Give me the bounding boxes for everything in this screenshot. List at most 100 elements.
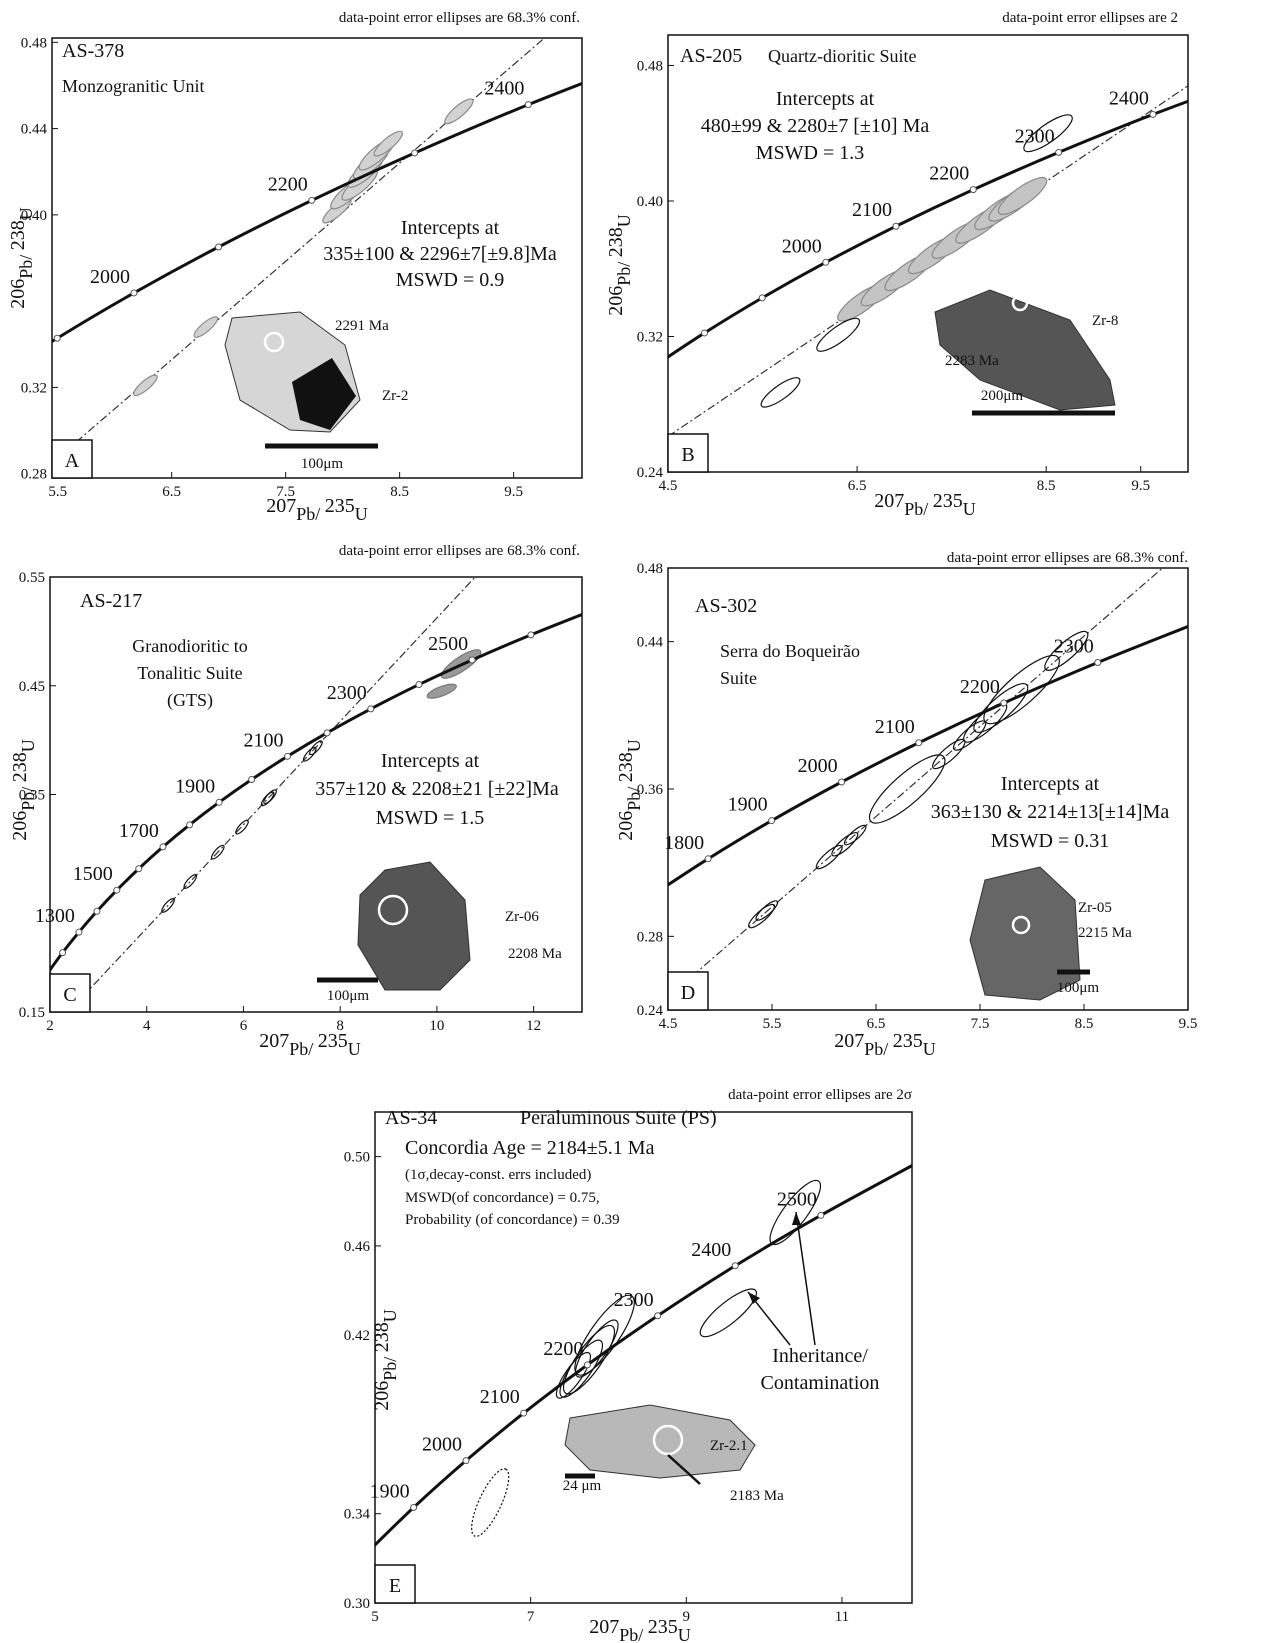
axis-label-part: 238 (7, 220, 29, 250)
age-marker (705, 856, 711, 862)
age-marker (759, 295, 765, 301)
age-marker (823, 259, 829, 265)
age-marker (521, 1410, 527, 1416)
x-tick-label: 9 (683, 1609, 691, 1625)
age-marker (1001, 700, 1007, 706)
panel-label: B (681, 444, 694, 466)
age-marker (649, 364, 655, 370)
axis-label-part: Pb/ (619, 1625, 648, 1643)
x-axis-label: 207Pb/ 235U (834, 1030, 936, 1059)
age-label: 2300 (1054, 635, 1094, 657)
age-label: 2000 (90, 266, 130, 288)
y-axis-label: 206Pb/ 238U (615, 739, 644, 841)
age-marker (187, 822, 193, 828)
x-tick-label: 6.5 (162, 484, 181, 500)
age-marker (216, 799, 222, 805)
age-label: 2100 (875, 716, 915, 738)
age-marker (528, 632, 534, 638)
age-label: 2200 (268, 173, 308, 195)
x-axis-label: 207Pb/ 235U (259, 1030, 361, 1059)
x-axis-label: 207Pb/ 235U (589, 1616, 691, 1643)
age-marker (916, 740, 922, 746)
axis-label-part: U (380, 1309, 400, 1322)
age-marker (160, 844, 166, 850)
x-tick-label: 8.5 (390, 484, 409, 500)
age-marker (525, 102, 531, 108)
grain-name: Zr-2.1 (710, 1438, 748, 1454)
arrow (796, 1212, 815, 1345)
x-tick-label: 9.5 (1179, 1016, 1198, 1032)
result-text: MSWD = 0.9 (396, 269, 505, 291)
axis-label-part: 207 (266, 495, 296, 517)
result-text: MSWD = 1.3 (756, 142, 865, 164)
result-text: MSWD = 0.31 (991, 830, 1110, 852)
result-text: Intercepts at (401, 217, 500, 239)
axis-label-part: U (18, 739, 38, 752)
age-marker (309, 197, 315, 203)
age-marker (54, 335, 60, 341)
y-tick-label: 0.30 (344, 1596, 370, 1612)
age-marker (324, 730, 330, 736)
error-ellipse (758, 373, 804, 411)
note: data-point error ellipses are 68.3% conf… (339, 543, 580, 559)
arrow-head (792, 1212, 801, 1225)
result-text: MSWD = 1.5 (376, 807, 485, 829)
axis-label-part: U (963, 499, 976, 519)
y-tick-label: 0.40 (637, 194, 663, 210)
error-ellipse (426, 681, 458, 701)
result-text: Intercepts at (776, 88, 875, 110)
suite-name: (GTS) (167, 690, 213, 711)
note: data-point error ellipses are 2 (1002, 10, 1178, 26)
age-marker (1095, 659, 1101, 665)
x-tick-label: 8.5 (1075, 1016, 1094, 1032)
age-label: 1900 (728, 794, 768, 816)
age-marker (60, 950, 66, 956)
age-marker (412, 150, 418, 156)
age-marker (363, 1551, 369, 1557)
age-marker (411, 1504, 417, 1510)
x-tick-label: 5.5 (763, 1016, 782, 1032)
age-label: 2100 (480, 1386, 520, 1408)
age-marker (285, 753, 291, 759)
x-tick-label: 6.5 (867, 1016, 886, 1032)
y-axis-label: 206Pb/ 238U (605, 214, 634, 316)
age-marker (1056, 149, 1062, 155)
arrow-head (748, 1292, 760, 1304)
axis-label-part: 206 (7, 279, 29, 309)
error-ellipse (371, 128, 405, 160)
result-text: Probability (of concordance) = 0.39 (405, 1212, 620, 1228)
age-label: 1900 (175, 775, 215, 797)
age-marker (593, 606, 599, 612)
age-marker (469, 657, 475, 663)
result-text: 363±130 & 2214±13[±14]Ma (931, 801, 1170, 823)
x-tick-label: 9.5 (504, 484, 523, 500)
error-ellipse (260, 790, 276, 807)
grain-age: 2291 Ma (335, 318, 389, 334)
x-tick-label: 12 (526, 1018, 541, 1034)
axis-label-part: U (16, 207, 36, 220)
age-marker (584, 1362, 590, 1368)
age-label: 2000 (798, 755, 838, 777)
age-marker (76, 929, 82, 935)
y-tick-label: 0.48 (21, 35, 47, 51)
age-marker (655, 1313, 661, 1319)
age-label: 2100 (852, 199, 892, 221)
error-ellipse (192, 314, 221, 340)
axis-label-part: 238 (605, 227, 627, 257)
y-tick-label: 0.24 (637, 465, 664, 481)
axis-label-part: 207 (874, 490, 904, 512)
age-label: 2500 (428, 633, 468, 655)
age-label: 1500 (73, 863, 113, 885)
age-marker (1254, 73, 1260, 79)
grain-name: Zr-8 (1092, 313, 1118, 329)
annotation: Contamination (761, 1372, 880, 1394)
age-marker (912, 1161, 918, 1167)
y-tick-label: 0.55 (19, 570, 45, 586)
result-text: Concordia Age = 2184±5.1 Ma (405, 1137, 655, 1159)
axis-label-part: Pb/ (380, 1352, 400, 1381)
age-marker (701, 330, 707, 336)
suite-name: Serra do Boqueirão (720, 641, 860, 661)
x-tick-label: 8.5 (1037, 478, 1056, 494)
axis-label-part: 235 (893, 1030, 923, 1052)
y-tick-label: 0.45 (19, 679, 45, 695)
